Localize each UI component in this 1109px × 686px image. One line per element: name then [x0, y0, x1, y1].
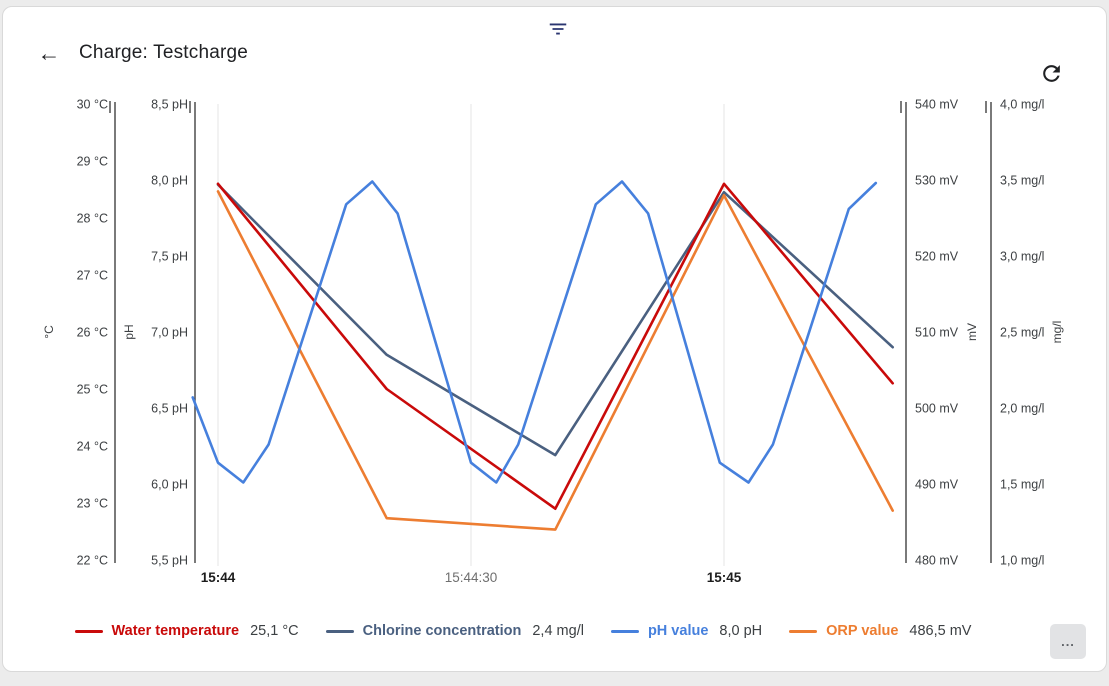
filter-icon[interactable] [545, 18, 571, 38]
series-orp_value[interactable] [216, 190, 895, 531]
axis-tick-label: 23 °C [77, 497, 108, 511]
back-button[interactable]: ← [33, 37, 65, 69]
axis-tick-label: 490 mV [915, 478, 959, 492]
legend-current-value: 486,5 mV [909, 623, 972, 639]
chart-card: ← Charge: Testcharge 15:44 15:44:30 15:45 3… [2, 6, 1107, 672]
axis-tick-label: 7,5 pH [151, 250, 188, 264]
axis-tick-label: 6,0 pH [151, 478, 188, 492]
legend-swatch [789, 629, 818, 633]
chart-legend: Water temperature 25,1 °C Chlorine concent… [3, 614, 1043, 648]
axis-title-temp: °C [42, 325, 56, 339]
x-tick-label: 15:45 [707, 570, 742, 585]
legend-current-value: 2,4 mg/l [532, 623, 584, 639]
refresh-button[interactable] [1034, 56, 1068, 90]
legend-item-ph_value[interactable]: pH value 8,0 pH [610, 623, 763, 639]
axis-title-mgl: mg/l [1050, 321, 1064, 344]
legend-swatch [325, 629, 354, 633]
axis-tick-label: 27 °C [77, 269, 108, 283]
legend-item-water_temperature[interactable]: Water temperature 25,1 °C [74, 623, 299, 639]
axis-tick-label: 1,5 mg/l [1000, 478, 1044, 492]
axis-tick-label: 2,0 mg/l [1000, 402, 1044, 416]
axis-tick-label: 1,0 mg/l [1000, 554, 1044, 568]
back-arrow-icon: ← [37, 39, 61, 66]
legend-current-value: 25,1 °C [250, 623, 299, 639]
legend-series-name: ORP value [826, 623, 899, 639]
axis-tick-label: 3,0 mg/l [1000, 250, 1044, 264]
axis-tick-label: 6,5 pH [151, 402, 188, 416]
axis-tick-label: 26 °C [77, 326, 108, 340]
axis-tick-label: 8,5 pH [151, 98, 188, 112]
axis-tick-label: 5,5 pH [151, 554, 188, 568]
axis-tick-label: 30 °C [77, 98, 108, 112]
series-ph_value[interactable] [191, 180, 878, 484]
more-options-button[interactable]: ... [1050, 624, 1086, 659]
legend-item-orp_value[interactable]: ORP value 486,5 mV [789, 623, 971, 639]
axis-tick-label: 520 mV [915, 250, 959, 264]
axis-tick-label: 500 mV [915, 402, 959, 416]
axis-tick-label: 480 mV [915, 554, 959, 568]
axis-tick-label: 22 °C [77, 554, 108, 568]
legend-item-chlorine_concentration[interactable]: Chlorine concentration 2,4 mg/l [325, 623, 584, 639]
axis-tick-label: 540 mV [915, 98, 959, 112]
axis-tick-label: 510 mV [915, 326, 959, 340]
legend-swatch [610, 629, 639, 633]
axis-title-ph: pH [122, 324, 136, 339]
axis-tick-label: 3,5 mg/l [1000, 174, 1044, 188]
page-title: Charge: Testcharge [79, 42, 249, 63]
legend-series-name: Water temperature [111, 623, 240, 639]
axis-tick-label: 25 °C [77, 383, 108, 397]
axis-tick-label: 28 °C [77, 212, 108, 226]
legend-swatch [74, 629, 103, 633]
legend-series-name: Chlorine concentration [362, 623, 522, 639]
axis-tick-label: 8,0 pH [151, 174, 188, 188]
axis-title-mv: mV [965, 323, 979, 341]
x-tick-label: 15:44 [201, 570, 236, 585]
series-water_temperature[interactable] [216, 182, 895, 511]
axis-tick-label: 2,5 mg/l [1000, 326, 1044, 340]
axis-tick-label: 4,0 mg/l [1000, 98, 1044, 112]
chart-svg: 15:44 15:44:30 15:45 30 °C 29 °C 28 °C 27 °C 26… [42, 98, 1064, 586]
filter-list-icon [549, 23, 567, 35]
axis-tick-label: 24 °C [77, 440, 108, 454]
axis-tick-label: 530 mV [915, 174, 959, 188]
legend-series-name: pH value [647, 623, 709, 639]
axis-tick-label: 7,0 pH [151, 326, 188, 340]
refresh-icon [1042, 64, 1060, 82]
series-chlorine_concentration[interactable] [216, 183, 895, 457]
chart-area[interactable]: 15:44 15:44:30 15:45 30 °C 29 °C 28 °C 27 °C 26… [3, 7, 1109, 607]
axis-tick-label: 29 °C [77, 155, 108, 169]
x-tick-label: 15:44:30 [445, 570, 498, 585]
legend-current-value: 8,0 pH [719, 623, 763, 639]
